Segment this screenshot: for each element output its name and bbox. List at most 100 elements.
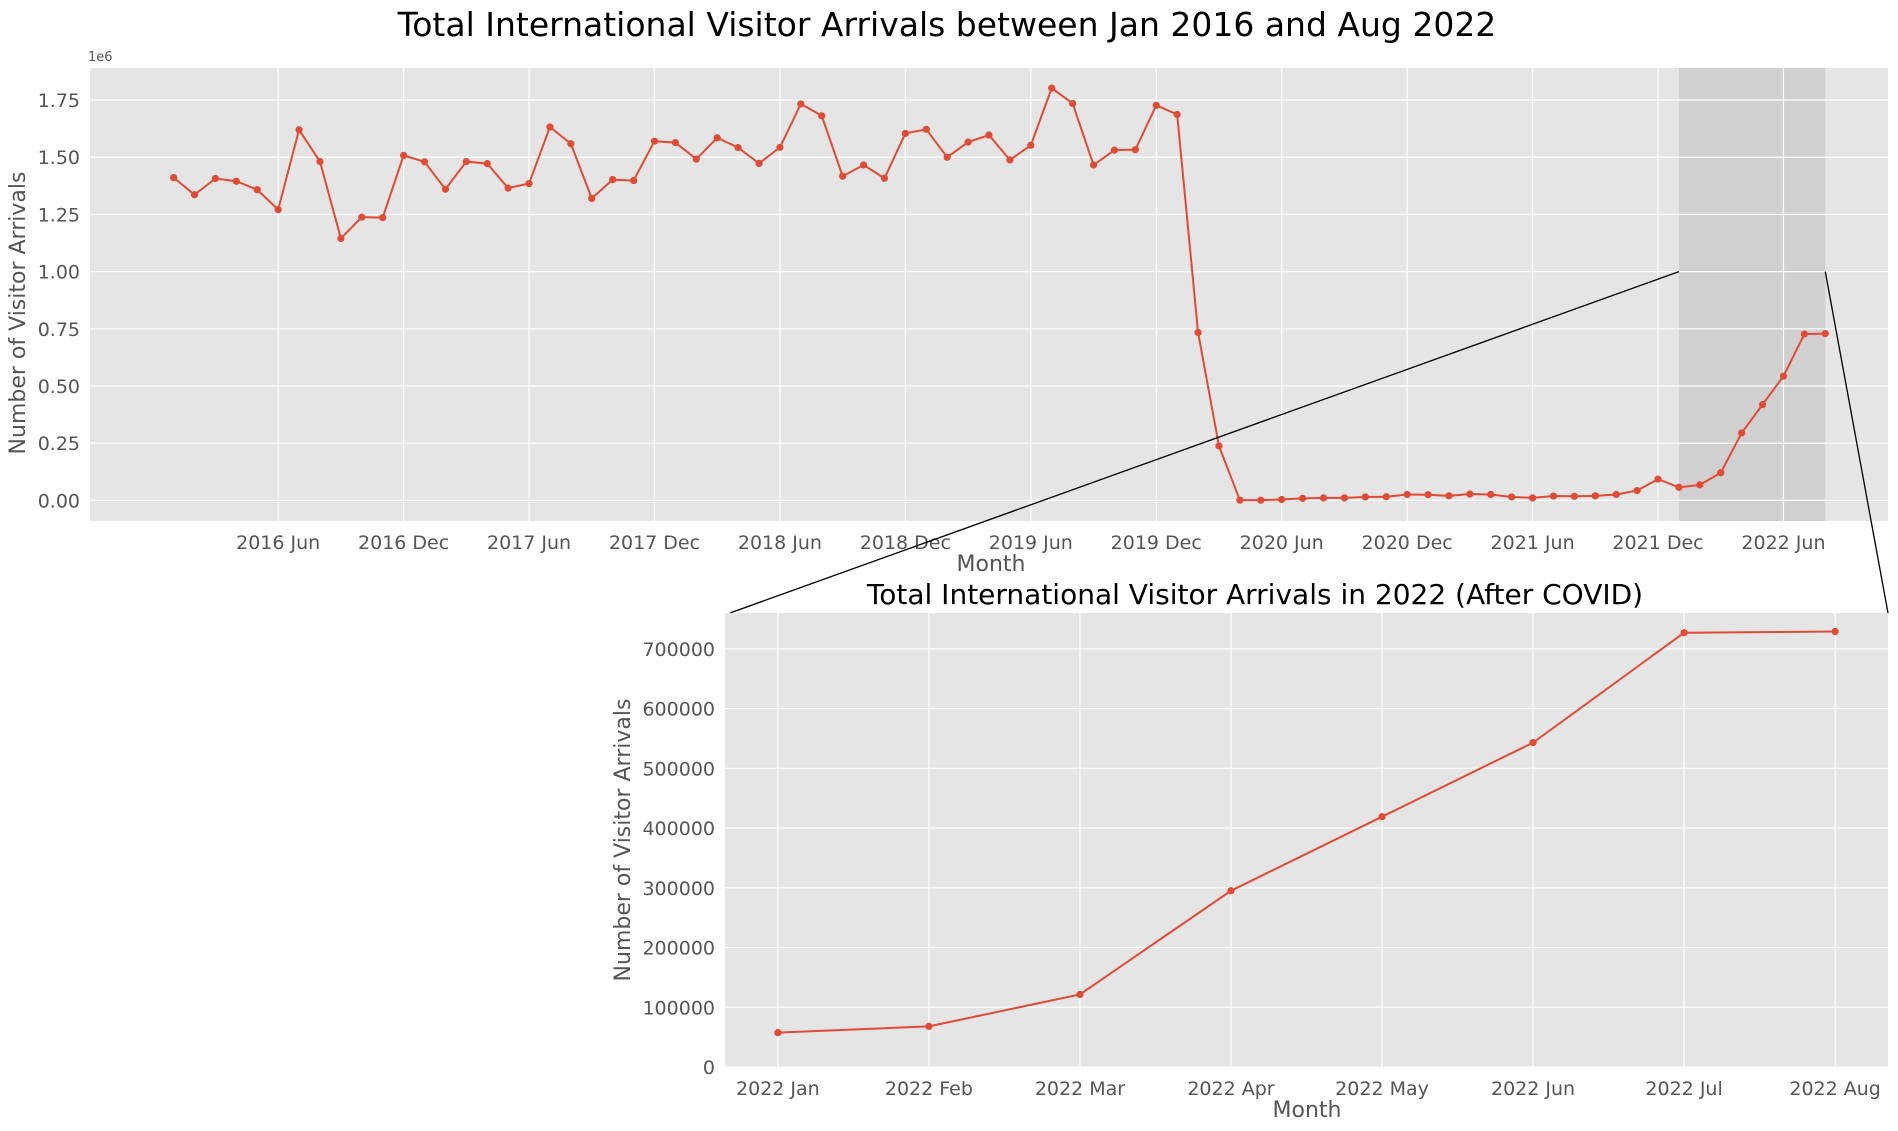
main-x-tick-label: 2017 Dec (609, 532, 700, 554)
inset-data-point (1076, 990, 1084, 999)
main-x-axis-label: Month (957, 552, 1026, 577)
main-data-point (1048, 84, 1056, 92)
main-data-point (1173, 110, 1181, 119)
main-data-point (1779, 372, 1788, 380)
inset-data-point (925, 1022, 933, 1030)
main-data-point (880, 174, 889, 182)
main-x-tick-label: 2021 Dec (1612, 532, 1703, 554)
main-data-point (1006, 156, 1014, 164)
main-y-offset-label: 1e6 (88, 50, 113, 65)
main-data-point (713, 134, 721, 142)
main-y-tick-label: 1.00 (38, 262, 80, 284)
inset-x-tick-label: 2022 Jun (1491, 1078, 1575, 1100)
inset-data-point (1529, 739, 1537, 747)
main-x-tick-label: 2018 Jun (738, 532, 822, 554)
main-data-point (567, 140, 575, 148)
main-data-point (295, 126, 303, 134)
main-data-point (609, 176, 617, 184)
main-data-point (1131, 146, 1139, 154)
zoom-highlight-rect (1678, 68, 1826, 521)
main-data-point (337, 234, 345, 243)
main-x-tick-label: 2020 Jun (1240, 532, 1324, 554)
main-series (170, 84, 1829, 504)
main-data-point (818, 112, 826, 120)
main-data-point (1069, 99, 1077, 108)
main-data-point (1445, 492, 1453, 500)
main-data-point (1027, 141, 1035, 149)
main-chart: 0.00 0.25 0.50 0.75 1.00 1.25 1.50 1.75 2016 Ju… (6, 50, 1888, 577)
main-y-tick-label: 0.00 (38, 490, 80, 512)
main-x-tick-label: 2022 Jun (1741, 532, 1825, 554)
main-data-point (1570, 492, 1578, 500)
main-data-point (1236, 496, 1244, 504)
inset-x-tick-label: 2022 Jan (736, 1078, 820, 1100)
main-grid (90, 68, 1888, 521)
main-data-point (964, 138, 972, 146)
main-data-point (525, 179, 533, 188)
main-data-point (1654, 475, 1662, 483)
main-data-point (358, 213, 366, 221)
main-data-point (1194, 328, 1202, 337)
inset-y-tick-label: 300000 (642, 878, 715, 900)
main-data-point (1299, 494, 1307, 502)
main-data-point (1361, 493, 1369, 501)
inset-data-point (1378, 813, 1386, 821)
main-data-point (1089, 161, 1098, 169)
main-data-point (1382, 493, 1390, 501)
main-data-point (1821, 330, 1829, 338)
main-y-tick-label: 0.50 (38, 376, 80, 398)
main-data-point (1549, 492, 1558, 500)
inset-chart-title: Total International Visitor Arrivals in … (866, 578, 1643, 611)
main-data-point (379, 214, 387, 222)
main-data-point (1675, 483, 1683, 491)
inset-grid (725, 613, 1888, 1068)
inset-y-tick-label: 700000 (642, 639, 715, 661)
main-data-point (400, 151, 408, 159)
main-data-point (316, 157, 324, 166)
main-data-point (797, 100, 805, 108)
main-x-tick-label: 2016 Jun (236, 532, 320, 554)
main-data-point (1424, 491, 1432, 499)
zoom-connector-right (1824, 271, 1889, 614)
main-data-point (1278, 495, 1286, 504)
inset-x-tick-label: 2022 Feb (885, 1078, 973, 1100)
zoom-connector-left (729, 271, 1680, 614)
inset-y-tick-label: 500000 (642, 758, 715, 780)
main-data-point (420, 158, 429, 166)
main-highlight-region (1678, 68, 1826, 521)
main-data-point (922, 125, 930, 133)
main-data-point (1528, 494, 1537, 502)
main-data-point (1319, 494, 1328, 502)
inset-y-tick-label: 200000 (642, 938, 715, 960)
zoom-connectors (729, 271, 1889, 614)
main-data-point (1800, 330, 1808, 338)
inset-x-tick-label: 2022 Mar (1035, 1078, 1125, 1100)
inset-y-tick-label: 400000 (642, 818, 715, 840)
main-x-tick-label: 2020 Dec (1362, 532, 1453, 554)
main-y-tick-label: 0.25 (38, 433, 80, 455)
main-data-point (1717, 469, 1725, 477)
inset-x-tick-label: 2022 Apr (1187, 1078, 1274, 1100)
main-data-point (441, 185, 450, 193)
main-x-tick-label: 2017 Jun (487, 532, 571, 554)
main-data-point (232, 177, 240, 185)
main-data-point (1696, 481, 1704, 489)
main-data-point (1466, 490, 1474, 498)
main-chart-title: Total International Visitor Arrivals bet… (397, 5, 1497, 44)
main-data-point (588, 194, 596, 203)
inset-x-tick-label: 2022 Jul (1645, 1078, 1722, 1100)
inset-series-line (777, 630, 1836, 1034)
main-data-point (1152, 101, 1160, 109)
main-data-point (211, 174, 220, 183)
main-data-point (1110, 146, 1119, 154)
main-x-tick-label: 2019 Dec (1111, 532, 1202, 554)
main-x-tick-label: 2018 Dec (860, 532, 951, 554)
main-y-tick-label: 1.50 (38, 147, 80, 169)
main-data-point (1612, 490, 1620, 499)
main-data-point (1403, 490, 1411, 499)
main-data-point (1340, 494, 1349, 502)
main-data-point (1215, 442, 1223, 450)
main-data-point (629, 176, 638, 185)
main-data-point (1758, 400, 1767, 409)
